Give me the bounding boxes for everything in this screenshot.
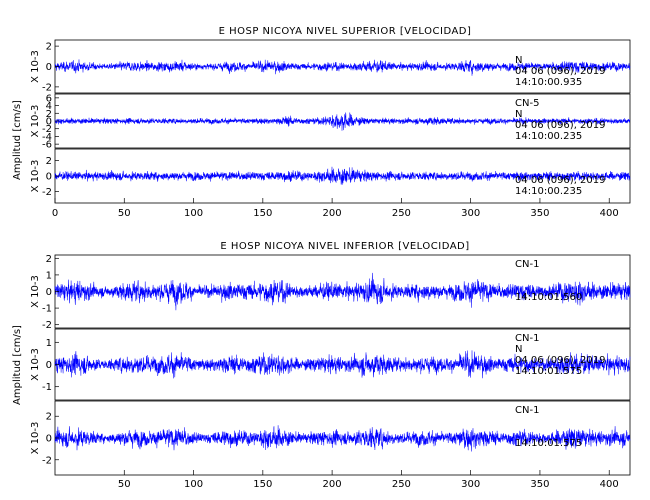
- y-tick-label: 6: [46, 93, 52, 104]
- y-tick-label: 0: [46, 62, 52, 73]
- scale-label: X 10-3: [30, 422, 41, 455]
- x-tick-label: 100: [184, 208, 203, 219]
- x-tick-label: 100: [184, 479, 203, 490]
- velocity-trace: [54, 112, 631, 131]
- y-tick-label: 2: [46, 156, 52, 167]
- x-tick-label: 400: [600, 479, 619, 490]
- trace-annotation: 04 06 (096), 2019: [515, 175, 606, 186]
- x-tick-label: 200: [323, 479, 342, 490]
- y-axis-label-inferior: Amplitud [cm/s]: [12, 325, 23, 405]
- trace-annotation: 14:10:01.575: [515, 438, 582, 449]
- velocity-trace: [54, 59, 631, 76]
- x-tick-label: 350: [530, 479, 549, 490]
- trace-annotation: 04 06 (096), 2019: [515, 355, 606, 366]
- x-tick-label: 250: [392, 479, 411, 490]
- x-tick-label: 400: [600, 208, 619, 219]
- x-tick-label: 50: [118, 208, 131, 219]
- trace-annotation: 04 06 (096), 2019: [515, 66, 606, 77]
- y-tick-label: 0: [46, 117, 52, 128]
- trace-annotation: N: [515, 109, 522, 120]
- y-tick-label: 2: [46, 42, 52, 53]
- scale-label: X 10-3: [30, 275, 41, 308]
- y-tick-label: 1: [46, 338, 52, 349]
- x-tick-label: 50: [118, 479, 131, 490]
- y-tick-label: 4: [46, 101, 52, 112]
- x-tick-label: 300: [461, 479, 480, 490]
- y-tick-label: -2: [42, 455, 52, 466]
- y-tick-label: -2: [42, 124, 52, 135]
- y-tick-label: -1: [42, 304, 52, 315]
- trace-annotation: 14:10:00.935: [515, 77, 582, 88]
- trace-annotation: 14:10:00.235: [515, 131, 582, 142]
- trace-annotation: CN-1: [515, 405, 539, 416]
- y-tick-label: -6: [42, 140, 52, 151]
- trace-annotation: CN-1: [515, 333, 539, 344]
- trace-annotation: 14:10:01.560: [515, 292, 582, 303]
- velocity-trace: [54, 350, 631, 379]
- chart-title-inferior: E HOSP NICOYA NIVEL INFERIOR [VELOCIDAD]: [220, 241, 469, 252]
- y-tick-label: 0: [46, 172, 52, 183]
- chart-title-superior: E HOSP NICOYA NIVEL SUPERIOR [VELOCIDAD]: [219, 26, 472, 37]
- scale-label: X 10-3: [30, 348, 41, 381]
- x-tick-label: 150: [253, 479, 272, 490]
- y-tick-label: 2: [46, 254, 52, 265]
- y-tick-label: -4: [42, 132, 52, 143]
- x-tick-label: 300: [461, 208, 480, 219]
- velocity-trace: [54, 166, 631, 185]
- x-tick-label: 200: [323, 208, 342, 219]
- trace-annotation: 14:10:01.575: [515, 366, 582, 377]
- y-tick-label: 0: [46, 434, 52, 445]
- trace-panel-3: 2 0 -2X 10-3 CN-1 14:10:01.575: [30, 400, 631, 476]
- trace-panel-1: 2 1 0 -1 -2 X 10-3 CN-1 14:10:01.560: [30, 254, 631, 331]
- scale-label: X 10-3: [30, 50, 41, 83]
- y-tick-label: 0: [46, 360, 52, 371]
- y-axis-label-superior: Amplitud [cm/s]: [12, 100, 23, 180]
- y-tick-label: 1: [46, 270, 52, 281]
- scale-label: X 10-3: [30, 105, 41, 138]
- y-tick-label: -2: [42, 82, 52, 93]
- y-tick-label: 2: [46, 109, 52, 120]
- y-tick-label: -2: [42, 320, 52, 331]
- trace-annotation: N: [515, 344, 522, 355]
- y-tick-label: -1: [42, 382, 52, 393]
- y-tick-label: 2: [46, 412, 52, 423]
- y-tick-label: 0: [46, 287, 52, 298]
- velocity-trace: [54, 272, 631, 311]
- trace-annotation: 04 06 (096), 2019: [515, 120, 606, 131]
- trace-annotation: CN-1: [515, 259, 539, 270]
- x-tick-label: 350: [530, 208, 549, 219]
- y-tick-label: -2: [42, 187, 52, 198]
- x-tick-label: 150: [253, 208, 272, 219]
- velocity-trace: [54, 425, 631, 452]
- x-tick-label: 250: [392, 208, 411, 219]
- x-tick-label: 0: [52, 208, 58, 219]
- trace-annotation: 14:10:00.235: [515, 186, 582, 197]
- trace-annotation: N: [515, 55, 522, 66]
- trace-annotation: CN-5: [515, 98, 539, 109]
- chart-superior: 20-2X 10-3 N04 06 (096), 201914:10:00.935…: [30, 39, 631, 219]
- scale-label: X 10-3: [30, 160, 41, 193]
